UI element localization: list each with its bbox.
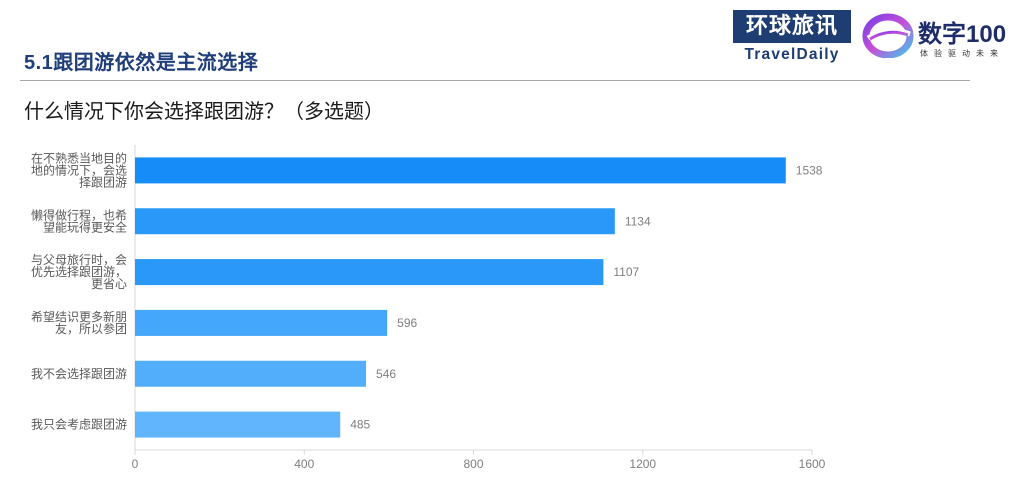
category-label: 希望结识更多新朋 bbox=[31, 309, 127, 324]
section-title: 5.1跟团游依然是主流选择 bbox=[24, 52, 259, 74]
traveldaily-logo-en: TravelDaily bbox=[744, 46, 840, 63]
digital100-logo-cn: 数字100 bbox=[918, 21, 1007, 48]
category-label: 与父母旅行时，会 bbox=[31, 253, 127, 267]
question-title: 什么情况下你会选择跟团游？（多选题） bbox=[24, 101, 384, 123]
x-tick-label: 400 bbox=[294, 457, 314, 471]
x-tick-label: 1600 bbox=[799, 457, 826, 471]
data-label: 485 bbox=[350, 418, 370, 432]
category-label: 我不会选择跟团游 bbox=[31, 367, 127, 381]
category-label: 更省心 bbox=[91, 277, 127, 291]
digital100-mark-icon bbox=[862, 13, 914, 58]
digital100-logo: 数字100 体验驱动未来 bbox=[862, 12, 1017, 62]
category-label: 我只会考虑跟团游 bbox=[31, 418, 127, 432]
category-label: 望能玩得更安全 bbox=[43, 219, 127, 234]
x-tick-label: 0 bbox=[132, 457, 139, 471]
bar bbox=[135, 208, 615, 235]
header-divider bbox=[20, 80, 970, 81]
data-label: 1107 bbox=[613, 265, 639, 279]
data-label: 1134 bbox=[625, 214, 651, 228]
category-label: 择跟团游 bbox=[79, 175, 127, 189]
bar bbox=[135, 360, 367, 387]
bar bbox=[135, 411, 341, 438]
bar bbox=[135, 259, 604, 286]
bar bbox=[135, 157, 786, 184]
x-tick-label: 800 bbox=[463, 457, 483, 471]
traveldaily-logo-cn: 环球旅讯 bbox=[733, 10, 851, 43]
category-label: 优先选择跟团游， bbox=[31, 265, 127, 279]
traveldaily-logo: 环球旅讯 TravelDaily bbox=[733, 10, 851, 64]
category-label: 地的情况下，会选 bbox=[31, 162, 127, 177]
data-label: 596 bbox=[397, 316, 417, 330]
digital100-logo-sub: 体验驱动未来 bbox=[920, 49, 1004, 58]
category-label: 在不熟悉当地目的 bbox=[31, 150, 127, 165]
data-label: 1538 bbox=[796, 163, 823, 177]
category-label: 友，所以参团 bbox=[55, 321, 127, 336]
x-tick-label: 1200 bbox=[629, 457, 656, 471]
category-label: 懒得做行程，也希 bbox=[31, 207, 127, 222]
bar bbox=[135, 309, 388, 336]
data-label: 546 bbox=[376, 367, 396, 381]
